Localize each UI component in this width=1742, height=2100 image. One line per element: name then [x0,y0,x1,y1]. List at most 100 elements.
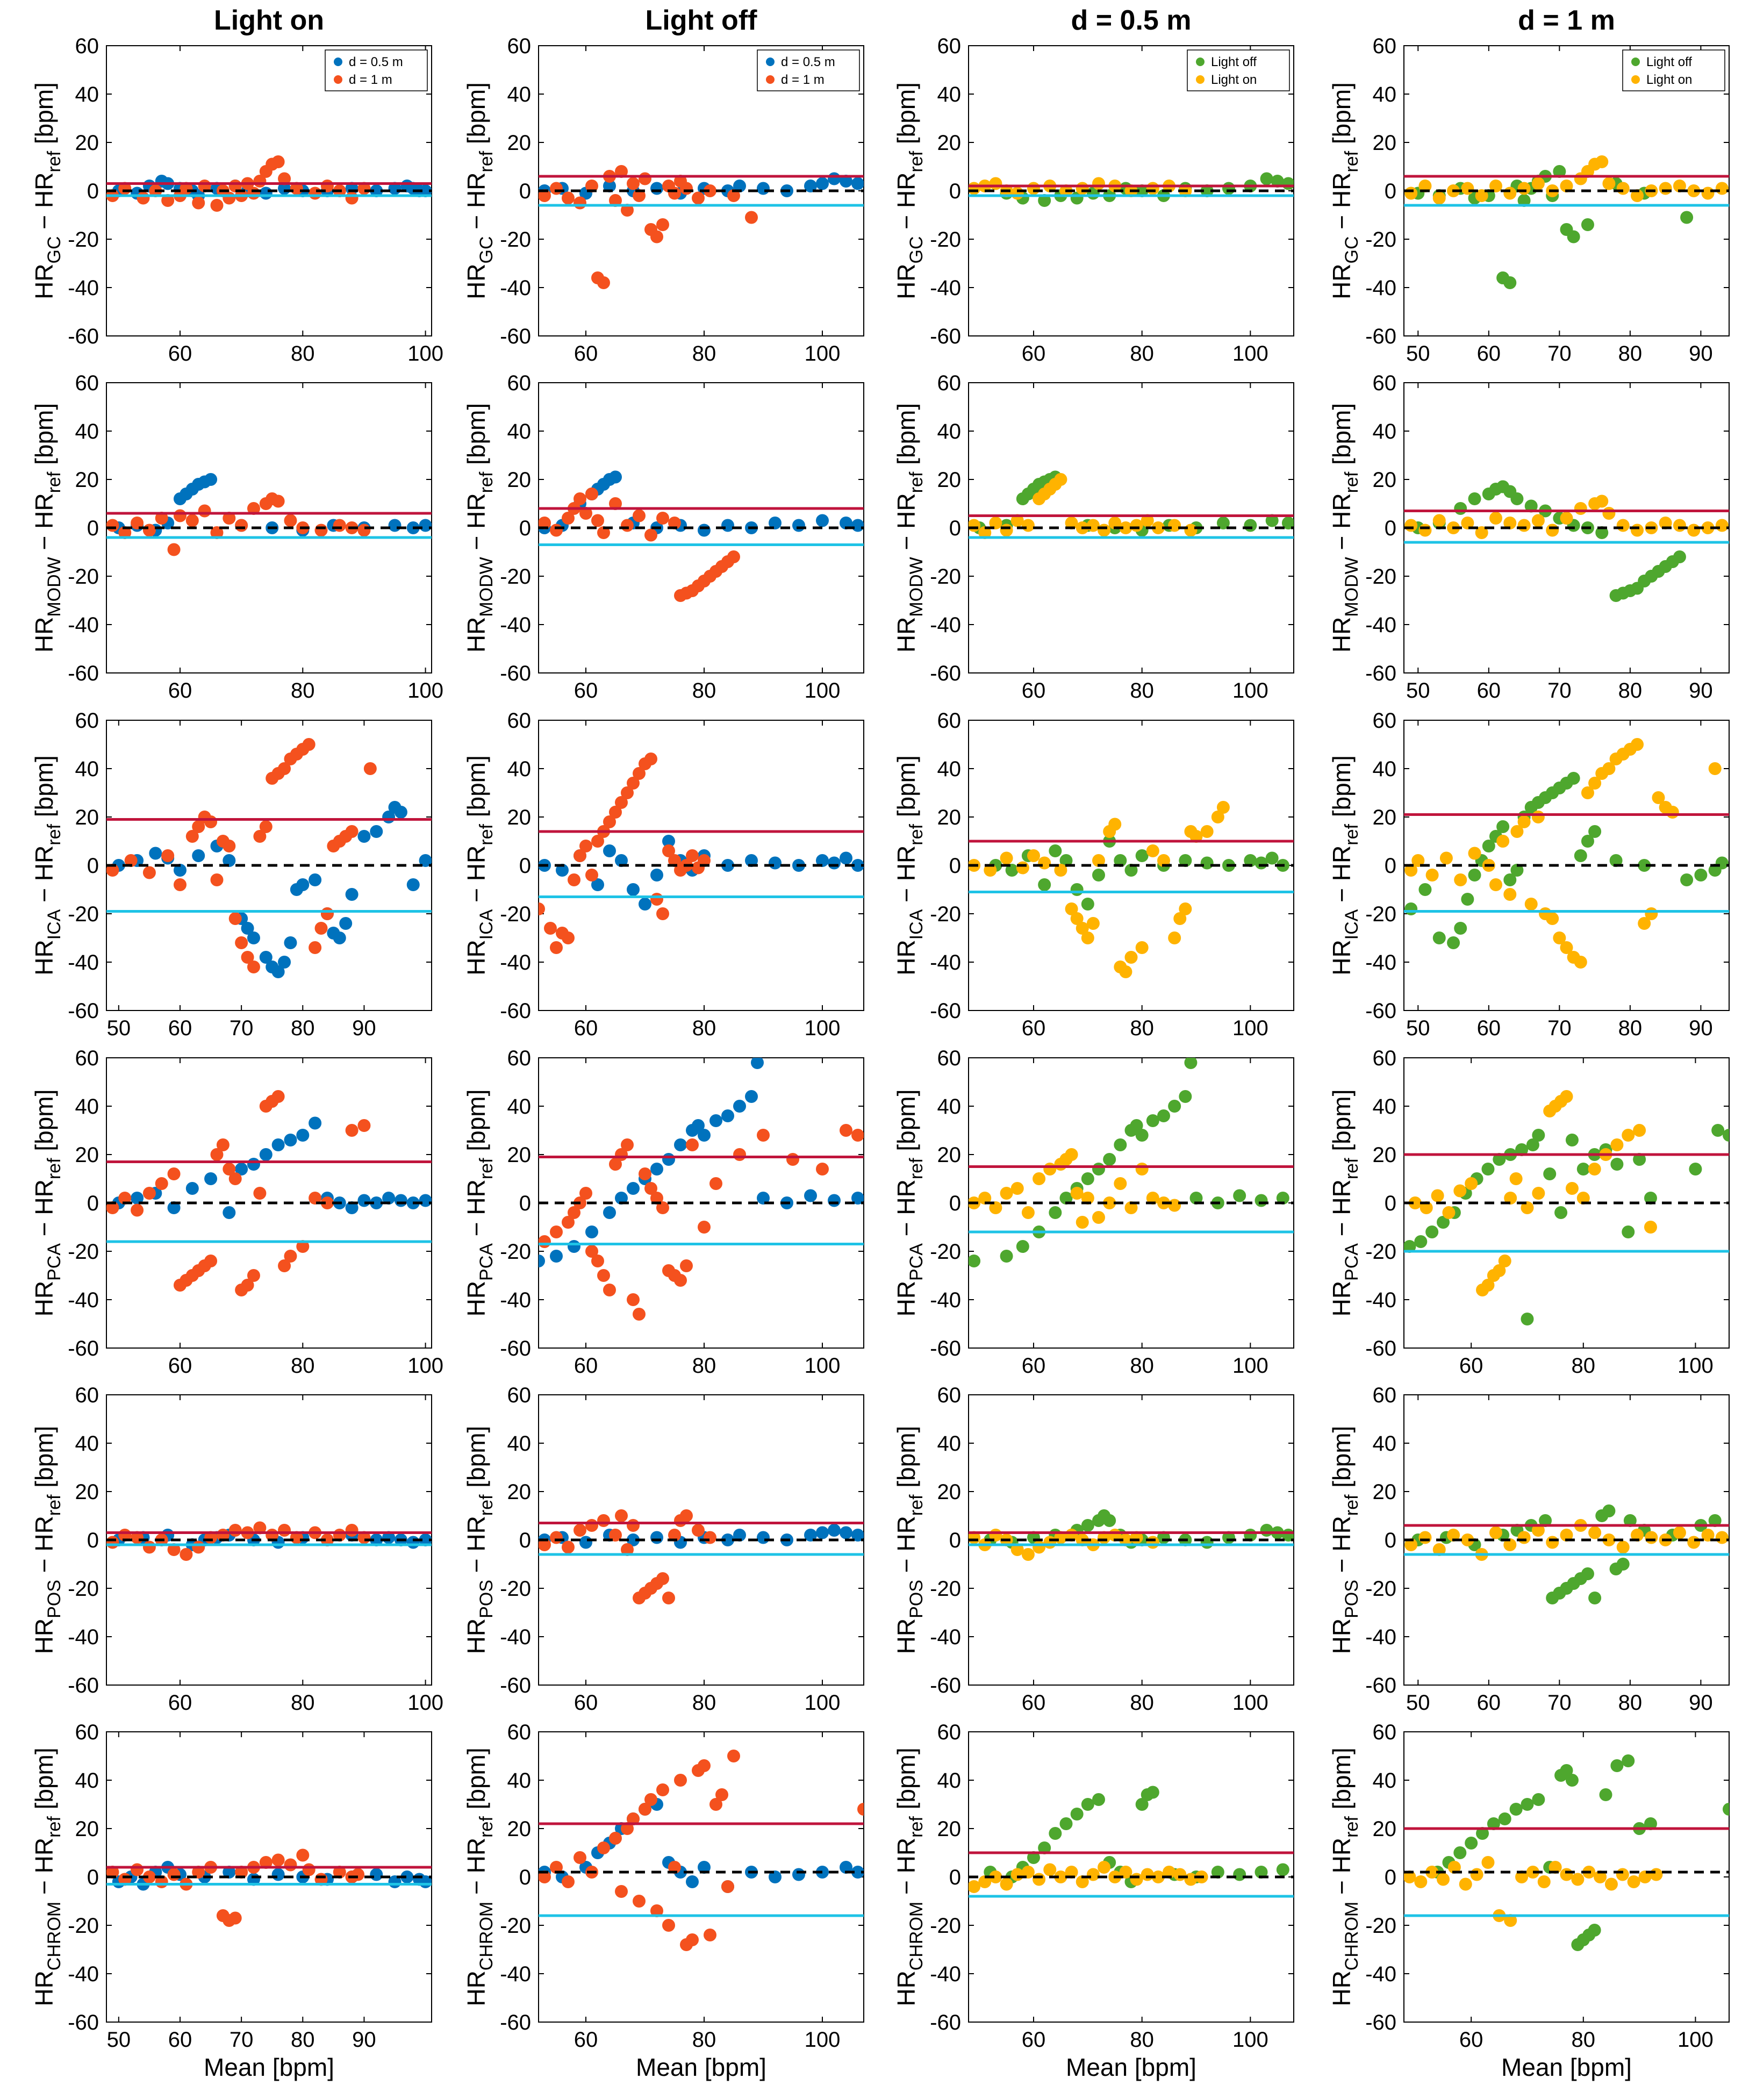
y-tick-label: 40 [1373,83,1397,106]
plot-area [106,473,432,556]
data-point [1602,1533,1616,1546]
y-tick-label: 20 [937,1143,962,1167]
data-point [345,1201,359,1214]
legend: d = 0.5 m d = 1 m [325,49,428,91]
data-point [419,1533,432,1546]
data-point [1560,1090,1573,1103]
x-tick-label: 100 [805,2028,841,2052]
data-point [1049,844,1062,857]
data-point [1146,1192,1159,1205]
data-point [1276,1863,1289,1876]
data-point [1432,514,1446,527]
y-tick-label: -60 [930,1337,961,1360]
data-point [621,1543,634,1556]
x-tick-label: 100 [805,1691,841,1715]
series-light-off [969,1058,1289,1267]
y-axis-label: HRPCA − HRref [bpm] [462,1090,497,1317]
data-point [142,1540,156,1554]
data-point [1631,524,1644,537]
y-tick-label: -20 [68,565,99,589]
data-point [650,869,663,881]
y-tick-label: 0 [87,1529,99,1552]
data-point [1244,854,1257,867]
panel-gc-d-1-m: -60 -40 -20 0 20 40 60 50 60 70 80 90 HRGC − HRref [… [1328,34,1730,365]
data-point [1027,1851,1040,1864]
data-point [1687,184,1701,197]
data-point [656,1201,669,1214]
data-point [1680,873,1694,886]
y-tick-label: 60 [1373,371,1397,395]
x-tick-label: 80 [291,1354,315,1378]
data-point [106,519,119,532]
data-point [1622,1129,1635,1142]
y-label-minus: − HR [462,173,490,236]
y-label-minus: − HR [1328,1179,1356,1243]
y-label-method: MODW [476,557,497,617]
data-point [1623,1514,1637,1527]
x-tick-label: 60 [574,342,598,365]
data-point [1098,1861,1111,1874]
panel-ica-light-off: -60 -40 -20 0 20 40 60 60 80 100 HRICA − HRref [bp… [462,709,864,1040]
plot-area [969,1058,1294,1267]
data-point [1070,1187,1084,1200]
y-tick-label: 60 [937,34,962,58]
data-point [1103,1514,1116,1527]
data-point [650,182,663,195]
y-tick-label: 20 [507,1817,532,1841]
data-point [1560,1529,1573,1542]
data-point [969,519,981,532]
y-label-minus: − HR [30,845,58,909]
y-tick-label: 40 [75,1769,99,1793]
data-point [692,191,705,205]
data-point [585,1519,598,1532]
data-point [173,509,187,522]
data-point [851,1529,864,1542]
data-point [656,218,669,231]
data-point [235,519,248,532]
data-point [167,1868,181,1881]
y-tick-label: 20 [1373,806,1397,829]
data-point [1616,1540,1630,1554]
x-tick-label: 100 [1232,2028,1268,2052]
y-label-hr: HR [1328,1618,1356,1654]
data-point [419,519,432,532]
x-tick-label: 60 [1022,1016,1046,1040]
y-label-unit: [bpm] [1328,1426,1356,1495]
series-d-1-m [539,752,711,954]
data-point [1609,854,1623,867]
data-point [1081,1798,1094,1811]
panel-ica-d-0-5-m: -60 -40 -20 0 20 40 60 60 80 100 HRICA − HRref [bp… [892,709,1294,1040]
data-point [828,856,841,870]
data-point [597,1269,610,1282]
data-point [271,1090,285,1103]
data-point [733,1529,746,1542]
x-tick-label: 60 [1022,2028,1046,2052]
data-point [757,1192,770,1205]
y-tick-label: 60 [75,1384,99,1407]
data-point [662,1919,675,1932]
data-point [1016,861,1029,875]
y-label-minus: − HR [892,173,920,236]
data-point [1631,1529,1644,1542]
data-point [419,854,432,867]
x-tick-label: 100 [407,679,443,703]
data-point [1673,1526,1686,1539]
y-label-hr: HR [462,1618,490,1654]
plot-area [1404,738,1729,969]
data-point [644,1182,657,1195]
y-tick-label: 40 [937,1095,962,1119]
x-tick-label: 60 [1459,2028,1483,2052]
data-point [627,1519,640,1532]
x-tick-label: 70 [1547,1016,1572,1040]
data-point [1453,1184,1467,1198]
series-d-1-m [539,1509,716,1604]
y-axis-label: HRCHROM − HRref [bpm] [462,1747,497,2006]
y-label-hr: HR [462,617,490,653]
data-point [173,864,187,877]
data-point [686,1875,699,1888]
data-point [1461,182,1474,195]
data-point [1493,1153,1506,1166]
data-point [192,1866,205,1879]
x-tick-label: 60 [168,2028,192,2052]
plot-area [969,1509,1294,1561]
